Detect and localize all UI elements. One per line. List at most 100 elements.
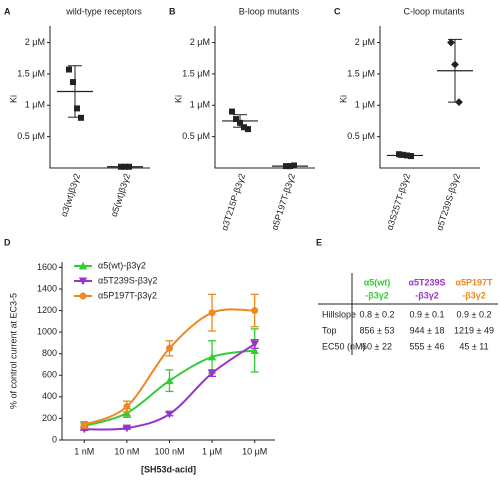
- column-header: α5T239S: [408, 277, 445, 287]
- legend-label: α5P197T-β3γ2: [98, 290, 157, 300]
- y-tick-label: 1000: [37, 326, 57, 336]
- column-header: α5(wt): [364, 277, 391, 287]
- y-tick-label: 1.5 μM: [182, 68, 210, 78]
- error-bar: [68, 65, 82, 118]
- y-tick-label: 1.5 μM: [347, 68, 375, 78]
- data-point: [78, 114, 84, 121]
- data-point: [447, 38, 455, 47]
- y-tick-label: 0.5 μM: [182, 131, 210, 141]
- y-tick-label: 1600: [37, 262, 57, 272]
- data-point: [66, 66, 72, 73]
- y-tick-label: 600: [42, 370, 57, 380]
- legend-label: α5T239S-β3γ2: [98, 275, 157, 285]
- table-cell: 856 ± 53: [360, 325, 395, 335]
- column-header: -β3γ2: [415, 290, 439, 300]
- y-tick-label: 1200: [37, 305, 57, 315]
- table-cell: 0.9 ± 0.2: [457, 309, 492, 319]
- y-tick-label: 2 μM: [355, 37, 375, 47]
- table-cell: 45 ± 11: [459, 341, 488, 351]
- y-tick-label: 800: [42, 348, 57, 358]
- panel-label: A: [4, 6, 11, 16]
- table-cell: 60 ± 22: [362, 341, 392, 351]
- y-tick-label: 1.5 μM: [17, 68, 45, 78]
- error-bar: [398, 153, 412, 158]
- x-tick-label: α3T215P-β3γ2: [219, 172, 247, 232]
- y-tick-label: 0.5 μM: [347, 131, 375, 141]
- y-axis-label: Ki: [338, 95, 348, 103]
- data-point: [123, 403, 131, 411]
- y-tick-label: 1 μM: [190, 100, 210, 110]
- table-cell: 0.8 ± 0.2: [360, 309, 395, 319]
- data-point: [165, 344, 173, 352]
- error-bar: [448, 38, 462, 103]
- column-header: -β3γ2: [365, 290, 389, 300]
- y-tick-label: 1400: [37, 283, 57, 293]
- y-axis-label: % of control current at EC3-5: [8, 293, 18, 409]
- table-cell: 555 ± 46: [410, 341, 445, 351]
- y-axis-label: Ki: [8, 95, 18, 103]
- data-point: [165, 376, 174, 385]
- data-point: [400, 151, 406, 158]
- y-tick-label: 1 μM: [25, 100, 45, 110]
- x-tick-label: 10 μM: [242, 446, 267, 456]
- data-point: [207, 352, 217, 361]
- y-tick-label: 0.5 μM: [17, 131, 45, 141]
- y-tick-label: 2 μM: [190, 37, 210, 47]
- panel-title: B-loop mutants: [239, 6, 300, 16]
- x-tick-label: 1 μM: [202, 446, 222, 456]
- legend-marker: [79, 292, 87, 300]
- y-tick-label: 200: [42, 413, 57, 423]
- row-header: EC50 (nM): [322, 341, 366, 351]
- y-axis-label: Ki: [173, 95, 183, 103]
- panel-label: B: [169, 6, 176, 16]
- data-point: [122, 408, 132, 417]
- data-point: [208, 309, 216, 317]
- x-tick-label: α3S257T-β3γ2: [384, 172, 412, 231]
- row-header: Hillslope: [322, 309, 356, 319]
- panel-title: wild-type receptors: [65, 6, 142, 16]
- data-point: [250, 346, 259, 354]
- data-point: [408, 153, 414, 160]
- axis-line: [379, 26, 480, 169]
- legend-marker: [78, 261, 88, 270]
- data-point: [70, 79, 76, 86]
- data-point: [233, 116, 239, 123]
- data-point: [251, 307, 259, 315]
- data-point: [207, 369, 217, 378]
- panel-label: E: [316, 237, 322, 247]
- y-tick-label: 400: [42, 391, 57, 401]
- error-bar: [283, 164, 297, 168]
- x-tick-label: 100 nM: [154, 446, 184, 456]
- data-point: [250, 340, 259, 349]
- data-point: [80, 421, 88, 429]
- column-header: α5P197T: [455, 277, 493, 287]
- y-tick-label: 2 μM: [25, 37, 45, 47]
- table-cell: 944 ± 18: [410, 325, 445, 335]
- panel-label: D: [4, 237, 11, 247]
- x-tick-label: α5(wt)β3γ2: [109, 172, 132, 218]
- column-header: -β3γ2: [462, 290, 486, 300]
- legend-marker: [78, 277, 88, 286]
- data-point: [229, 108, 235, 115]
- x-tick-label: α3(wt)β3γ2: [59, 172, 82, 218]
- axis-line: [214, 26, 315, 169]
- row-header: Top: [322, 325, 337, 335]
- legend-label: α5(wt)-β3γ2: [98, 260, 146, 270]
- data-point: [122, 424, 132, 433]
- data-point: [396, 151, 402, 158]
- x-axis-label: [SH53d-acid]: [141, 464, 196, 474]
- panel-title: C-loop mutants: [403, 6, 465, 16]
- x-tick-label: 10 nM: [114, 446, 139, 456]
- panel-label: C: [334, 6, 341, 16]
- axis-line: [49, 26, 150, 169]
- table-cell: 1219 ± 49: [454, 325, 494, 335]
- data-point: [245, 126, 251, 133]
- data-point: [165, 410, 174, 419]
- x-tick-label: α5T239S-β3γ2: [434, 172, 462, 232]
- x-tick-label: 1 nM: [74, 446, 94, 456]
- error-bar: [233, 114, 247, 128]
- y-tick-label: 0: [52, 434, 57, 444]
- fit-curve: [83, 308, 255, 426]
- data-point: [74, 105, 80, 112]
